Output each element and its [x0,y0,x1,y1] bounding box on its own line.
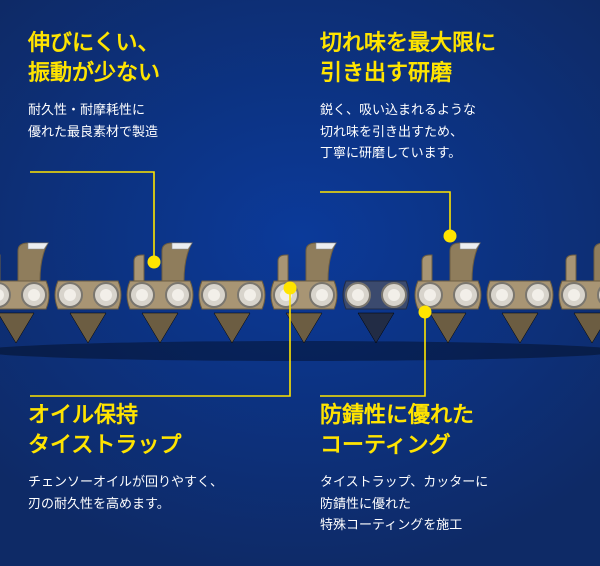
feature-top-left: 伸びにくい、振動が少ない 耐久性・耐摩耗性に優れた最良素材で製造 [28,28,278,142]
feature-top-right: 切れ味を最大限に引き出す研磨 鋭く、吸い込まれるような切れ味を引き出すため、丁寧… [320,28,580,164]
feature-desc: 鋭く、吸い込まれるような切れ味を引き出すため、丁寧に研磨しています。 [320,99,580,163]
chain-band [0,240,600,350]
feature-bot-right: 防錆性に優れたコーティング タイストラップ、カッターに防錆性に優れた特殊コーティ… [320,400,580,536]
feature-title: 伸びにくい、振動が少ない [28,28,278,87]
feature-desc: チェンソーオイルが回りやすく、刃の耐久性を高めます。 [28,471,298,514]
feature-title: オイル保持タイストラップ [28,400,298,459]
feature-title: 切れ味を最大限に引き出す研磨 [320,28,580,87]
feature-title: 防錆性に優れたコーティング [320,400,580,459]
feature-bot-left: オイル保持タイストラップ チェンソーオイルが回りやすく、刃の耐久性を高めます。 [28,400,298,514]
feature-desc: 耐久性・耐摩耗性に優れた最良素材で製造 [28,99,278,142]
feature-desc: タイストラップ、カッターに防錆性に優れた特殊コーティングを施工 [320,471,580,535]
